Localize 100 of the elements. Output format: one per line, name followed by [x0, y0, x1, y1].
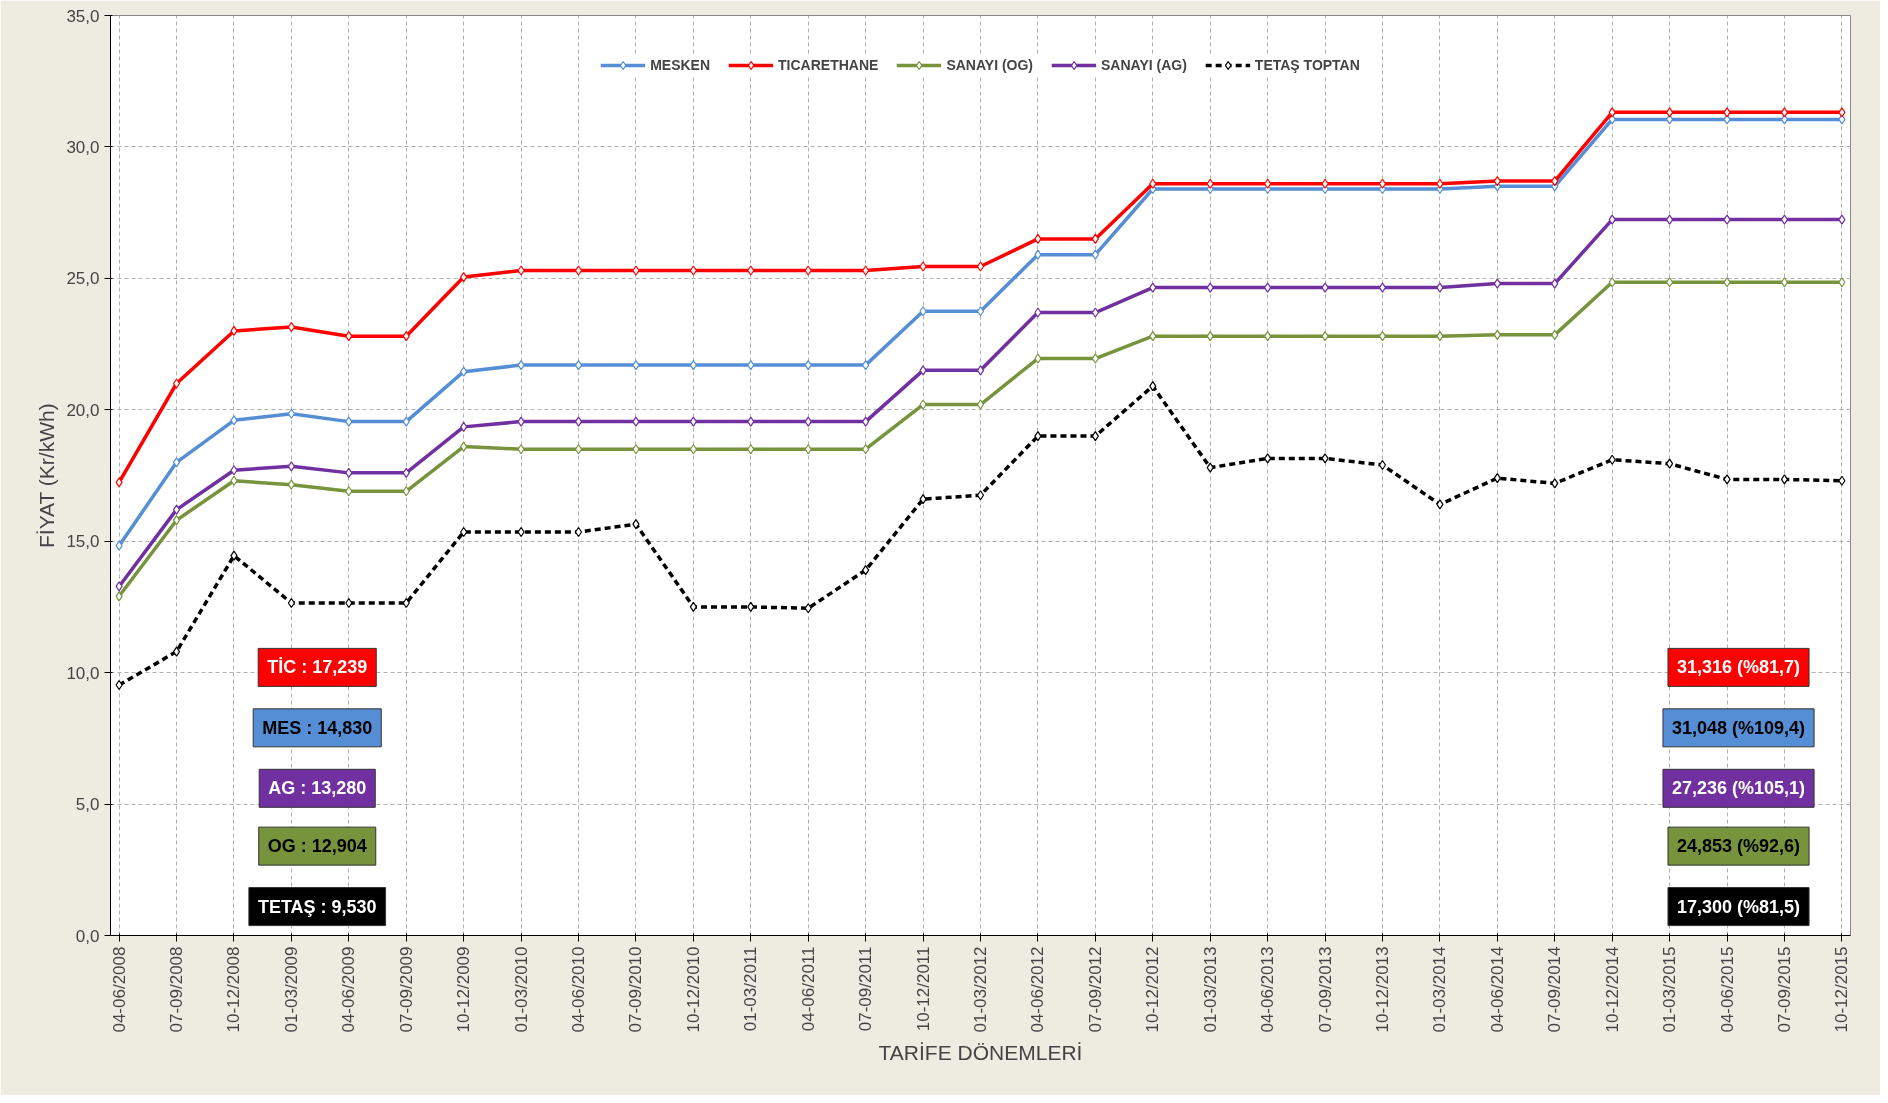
point	[919, 399, 927, 410]
x-tick-label: 10-12/2011	[913, 946, 933, 1032]
point	[804, 265, 812, 276]
x-tick-label: 04-06/2012	[1028, 946, 1048, 1033]
point	[1666, 458, 1674, 469]
x-tick-label: 04-06/2015	[1717, 946, 1737, 1033]
point	[1091, 353, 1099, 364]
x-tick-label: 01-03/2015	[1660, 946, 1680, 1033]
point	[1608, 454, 1616, 465]
point	[345, 486, 353, 497]
x-tick-label: 07-09/2011	[856, 946, 876, 1032]
point	[976, 365, 985, 376]
x-tick-label: 07-09/2009	[396, 946, 416, 1033]
point	[689, 444, 697, 455]
point	[1436, 282, 1444, 293]
point	[804, 444, 812, 455]
y-tick-label: 10,0	[66, 663, 100, 683]
point	[1264, 282, 1272, 293]
point	[1493, 329, 1501, 340]
point	[1264, 331, 1272, 342]
x-tick-label: 07-09/2012	[1085, 946, 1105, 1033]
point	[1436, 499, 1444, 510]
point	[1608, 107, 1616, 118]
x-tick-label: 10-12/2012	[1143, 946, 1163, 1033]
point	[1378, 331, 1387, 342]
x-tick-label: 07-09/2013	[1315, 946, 1335, 1033]
point	[1149, 178, 1157, 189]
point	[862, 360, 870, 371]
annotation: AG : 13,280	[268, 778, 367, 799]
point	[919, 261, 927, 272]
point	[1493, 473, 1501, 484]
point	[1206, 178, 1214, 189]
point	[230, 550, 238, 561]
point	[632, 416, 640, 427]
x-tick-label: 07-09/2014	[1545, 946, 1565, 1033]
point	[862, 565, 870, 576]
point	[402, 486, 410, 497]
x-tick-label: 04-06/2009	[339, 946, 359, 1033]
point	[1264, 453, 1272, 464]
point	[1378, 178, 1387, 189]
point	[1091, 307, 1099, 318]
point	[1321, 331, 1329, 342]
point	[115, 591, 123, 602]
legend-label: TICARETHANE	[778, 57, 879, 73]
point	[1034, 353, 1042, 364]
x-tick-label: 04-06/2008	[109, 946, 129, 1033]
point	[115, 540, 123, 551]
annotation: 31,048 (%109,4)	[1671, 717, 1806, 738]
point	[1378, 282, 1387, 293]
point	[1608, 277, 1616, 288]
point	[1149, 331, 1157, 342]
point	[402, 331, 410, 342]
point	[402, 467, 410, 478]
point	[747, 444, 755, 455]
point	[1608, 214, 1616, 225]
legend-label: SANAYI (AG)	[1101, 57, 1187, 73]
y-tick-label: 20,0	[66, 400, 100, 420]
point	[1206, 331, 1214, 342]
x-tick-label: 10-12/2014	[1602, 946, 1622, 1033]
y-axis-title: FİYAT (Kr/kWh)	[35, 403, 59, 549]
point	[1551, 278, 1559, 289]
point	[1838, 475, 1846, 486]
y-tick-label: 35,0	[66, 6, 100, 26]
point	[1034, 249, 1042, 260]
point	[1206, 282, 1214, 293]
point	[1091, 249, 1099, 260]
point	[632, 444, 640, 455]
point	[689, 265, 697, 276]
point	[976, 490, 985, 501]
point	[1608, 114, 1616, 125]
point	[574, 444, 583, 455]
x-tick-label: 07-09/2015	[1774, 946, 1794, 1033]
point	[1723, 114, 1731, 125]
x-tick-label: 10-12/2009	[454, 946, 474, 1033]
x-tick-label: 01-03/2010	[511, 946, 531, 1033]
x-tick-label: 01-03/2009	[281, 946, 301, 1033]
point	[1780, 107, 1789, 118]
point	[345, 467, 353, 478]
point	[1551, 329, 1559, 340]
point	[1666, 214, 1674, 225]
x-tick-label: 04-06/2013	[1258, 946, 1278, 1033]
point	[460, 441, 468, 452]
point	[230, 465, 238, 476]
point	[976, 306, 985, 317]
point	[345, 416, 353, 427]
x-tick-label: 07-09/2008	[167, 946, 187, 1033]
point	[1838, 107, 1846, 118]
point	[345, 331, 353, 342]
point	[747, 360, 755, 371]
annotation: MES : 14,830	[262, 717, 373, 738]
point	[460, 366, 468, 377]
annotation: 31,316 (%81,7)	[1676, 657, 1801, 678]
point	[1378, 459, 1387, 471]
x-tick-label: 04-06/2014	[1487, 946, 1507, 1033]
x-tick-label: 10-12/2008	[224, 946, 244, 1033]
legend-label: MESKEN	[650, 57, 711, 73]
point	[172, 646, 181, 657]
x-tick-label: 10-12/2013	[1372, 946, 1392, 1033]
point	[115, 477, 123, 488]
point	[1838, 114, 1846, 125]
